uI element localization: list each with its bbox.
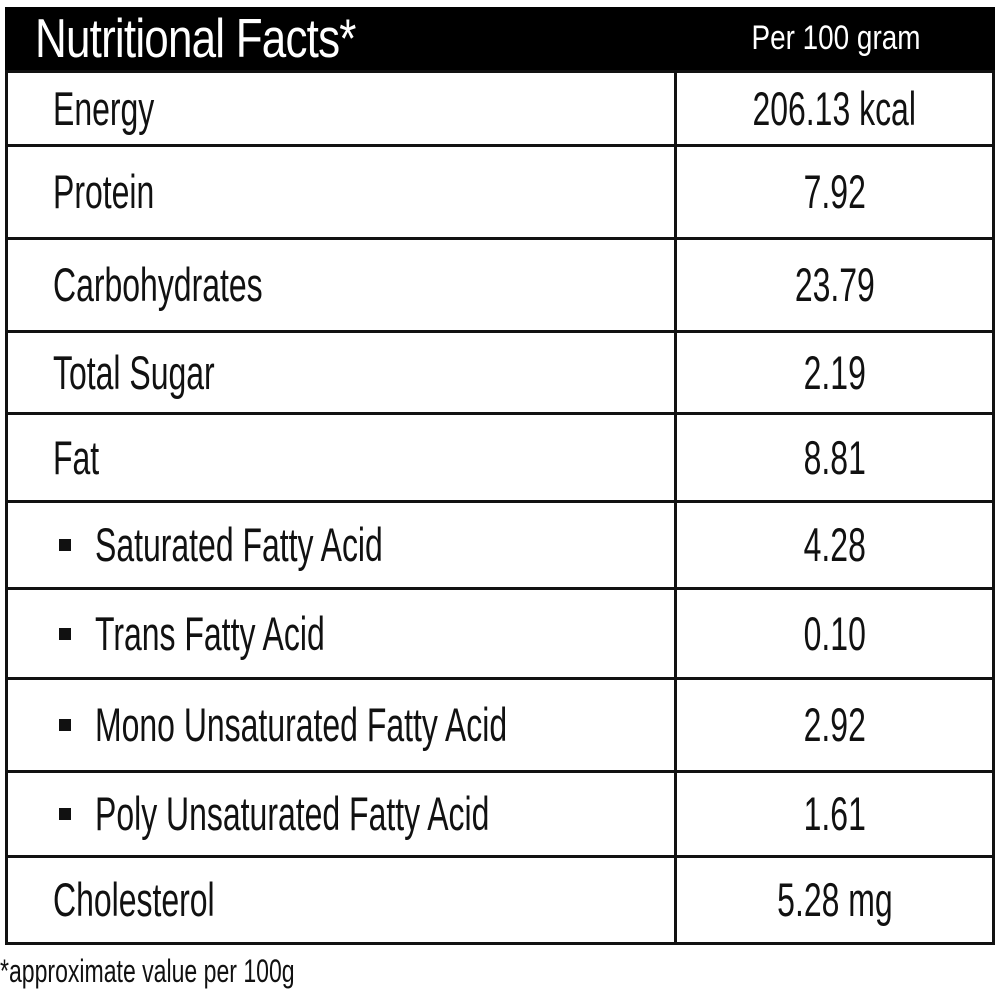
nutrient-label: Cholesterol <box>53 873 215 927</box>
bullet-square-icon <box>59 539 71 551</box>
nutrient-label-cell: Mono Unsaturated Fatty Acid <box>8 680 677 770</box>
nutrient-value-cell: 23.79 <box>677 240 992 330</box>
table-row-trans-fatty-acid: Trans Fatty Acid 0.10 <box>8 590 992 680</box>
nutrient-label: Carbohydrates <box>53 258 263 312</box>
nutrient-label: Fat <box>53 430 100 484</box>
nutrient-label: Protein <box>53 165 155 219</box>
footnote: *approximate value per 100g <box>0 953 409 989</box>
table-row-carbohydrates: Carbohydrates 23.79 <box>8 240 992 333</box>
table-row-saturated-fatty-acid: Saturated Fatty Acid 4.28 <box>8 503 992 590</box>
nutrient-label: Poly Unsaturated Fatty Acid <box>95 787 490 841</box>
table-row-poly-unsaturated-fatty-acid: Poly Unsaturated Fatty Acid 1.61 <box>8 773 992 858</box>
nutrient-value-cell: 206.13 kcal <box>677 73 992 144</box>
footnote-text: *approximate value per 100g <box>0 953 295 989</box>
nutrient-label-cell: Fat <box>8 415 677 500</box>
nutrient-label-cell: Protein <box>8 147 677 237</box>
nutrient-value-cell: 1.61 <box>677 773 992 855</box>
nutrient-value-cell: 4.28 <box>677 503 992 587</box>
unit-column-header: Per 100 gram <box>751 18 921 57</box>
nutrient-value: 206.13 kcal <box>752 81 917 135</box>
nutrient-value: 1.61 <box>803 787 866 841</box>
nutrient-value-cell: 0.10 <box>677 590 992 677</box>
nutrient-label-cell: Carbohydrates <box>8 240 677 330</box>
nutrient-value-cell: 2.92 <box>677 680 992 770</box>
nutrient-label-cell: Total Sugar <box>8 333 677 412</box>
nutrient-value: 4.28 <box>803 518 866 572</box>
page-title: Nutritional Facts* <box>35 7 356 70</box>
nutrient-value-cell: 2.19 <box>677 333 992 412</box>
nutrient-value: 23.79 <box>794 258 875 312</box>
nutrient-value-cell: 8.81 <box>677 415 992 500</box>
nutrient-value: 2.19 <box>803 345 866 399</box>
nutrient-label-cell: Cholesterol <box>8 858 677 942</box>
bullet-square-icon <box>59 627 71 640</box>
nutrient-value: 5.28 mg <box>776 873 893 927</box>
nutrient-label: Mono Unsaturated Fatty Acid <box>95 698 508 752</box>
nutrient-label: Energy <box>53 81 155 135</box>
table-row-energy: Energy 206.13 kcal <box>8 73 992 147</box>
table-row-total-sugar: Total Sugar 2.19 <box>8 333 992 415</box>
table-row-mono-unsaturated-fatty-acid: Mono Unsaturated Fatty Acid 2.92 <box>8 680 992 773</box>
nutrient-label-cell: Trans Fatty Acid <box>8 590 677 677</box>
nutrient-value: 8.81 <box>803 430 866 484</box>
nutrient-value-cell: 5.28 mg <box>677 858 992 942</box>
nutrient-label: Total Sugar <box>53 345 215 399</box>
nutrient-label: Trans Fatty Acid <box>95 606 325 660</box>
nutrient-value: 7.92 <box>803 165 866 219</box>
table-row-protein: Protein 7.92 <box>8 147 992 240</box>
nutrient-label-cell: Energy <box>8 73 677 144</box>
bullet-square-icon <box>59 719 71 731</box>
nutrient-value: 0.10 <box>803 606 866 660</box>
table-header-bar: Nutritional Facts* Per 100 gram <box>5 7 995 70</box>
nutrient-label-cell: Poly Unsaturated Fatty Acid <box>8 773 677 855</box>
nutrient-value-cell: 7.92 <box>677 147 992 237</box>
unit-column-header-cell: Per 100 gram <box>677 18 995 57</box>
bullet-square-icon <box>59 808 71 820</box>
nutrition-panel: Nutritional Facts* Per 100 gram Energy 2… <box>5 7 995 945</box>
table-row-fat: Fat 8.81 <box>8 415 992 503</box>
nutrient-value: 2.92 <box>803 698 866 752</box>
nutrient-label-cell: Saturated Fatty Acid <box>8 503 677 587</box>
nutrient-label: Saturated Fatty Acid <box>95 518 383 572</box>
table-row-cholesterol: Cholesterol 5.28 mg <box>8 858 992 942</box>
nutrition-table: Energy 206.13 kcal Protein 7.92 Carbohyd… <box>5 70 995 945</box>
